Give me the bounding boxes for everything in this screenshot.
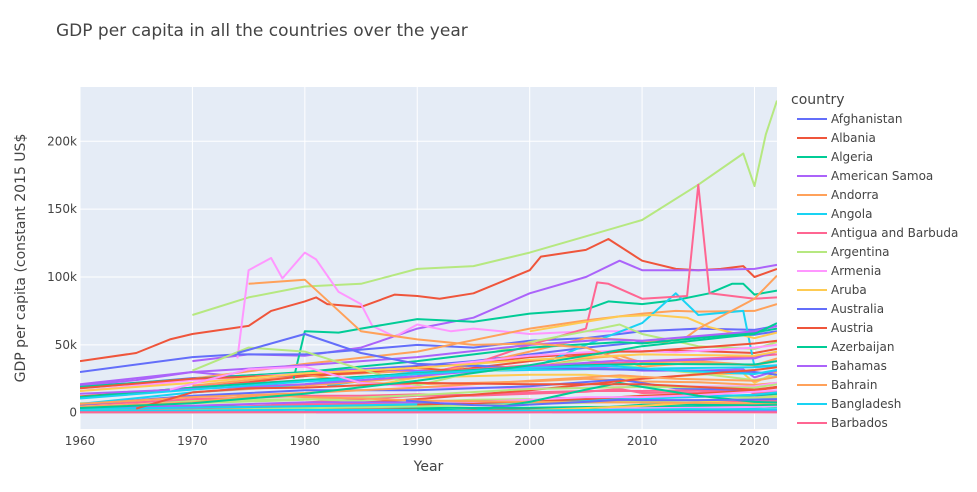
x-axis-title: Year — [413, 459, 444, 475]
legend-item[interactable]: Antigua and Barbuda — [797, 226, 958, 240]
series-line-singapore — [80, 322, 777, 409]
series-line-greece — [80, 378, 777, 406]
legend-item[interactable]: Angola — [797, 207, 872, 221]
x-tick-label: 2010 — [627, 434, 658, 448]
series-line-spain — [80, 374, 777, 405]
legend-item[interactable]: Andorra — [797, 188, 879, 202]
legend-item[interactable]: Albania — [797, 131, 876, 145]
series-line-portugal — [80, 383, 777, 409]
legend-label: Afghanistan — [831, 112, 902, 126]
y-axis-title: GDP per capita (constant 2015 US$ — [13, 134, 29, 383]
legend-label: Andorra — [831, 188, 879, 202]
series-line-canada — [80, 350, 777, 392]
series-line-nigeria — [80, 408, 777, 412]
legend-label: Albania — [831, 131, 876, 145]
series-lines — [80, 100, 777, 414]
legend-item[interactable]: Barbados — [797, 416, 888, 430]
chart-title: GDP per capita in all the countries over… — [56, 21, 468, 41]
y-tick-label: 50k — [55, 338, 77, 352]
x-tick-label: 1970 — [177, 434, 208, 448]
legend-label: Algeria — [831, 150, 873, 164]
y-tick-label: 0 — [69, 406, 77, 420]
legend-title: country — [791, 92, 845, 108]
legend-label: Barbados — [831, 416, 888, 430]
legend-item[interactable]: Afghanistan — [797, 112, 902, 126]
legend-item[interactable]: Australia — [797, 302, 884, 316]
legend-item[interactable]: Azerbaijan — [797, 340, 894, 354]
x-tick-label: 1960 — [65, 434, 96, 448]
legend-label: American Samoa — [831, 169, 933, 183]
series-line-qatar — [529, 314, 777, 340]
legend-item[interactable]: American Samoa — [797, 169, 933, 183]
y-tick-label: 100k — [47, 270, 77, 284]
legend-label: Azerbaijan — [831, 340, 894, 354]
legend-label: Antigua and Barbuda — [831, 226, 958, 240]
legend-item[interactable]: Bangladesh — [797, 397, 901, 411]
x-tick-label: 2000 — [514, 434, 545, 448]
series-line-bermuda — [192, 100, 777, 316]
x-tick-label: 2020 — [739, 434, 770, 448]
series-line-russia — [405, 398, 777, 407]
legend-label: Bahamas — [831, 359, 887, 373]
legend-label: Angola — [831, 207, 872, 221]
legend-item[interactable]: Argentina — [797, 245, 890, 259]
legend-label: Armenia — [831, 264, 881, 278]
legend-item[interactable]: Bahamas — [797, 359, 887, 373]
legend-item[interactable]: Algeria — [797, 150, 873, 164]
legend-label: Austria — [831, 321, 873, 335]
legend-label: Argentina — [831, 245, 890, 259]
legend-item[interactable]: Aruba — [797, 283, 867, 297]
series-line-denmark — [80, 324, 777, 386]
series-line-oman — [135, 381, 777, 410]
y-tick-label: 200k — [47, 134, 77, 148]
legend-label: Aruba — [831, 283, 867, 297]
x-tick-label: 1980 — [290, 434, 321, 448]
axis-ticks: 1960 1970 1980 1990 2000 2010 2020 0 50k 100k 150k… — [47, 134, 770, 448]
legend-item[interactable]: Austria — [797, 321, 873, 335]
series-line-gabon — [80, 394, 777, 408]
legend-label: Australia — [831, 302, 884, 316]
legend-label: Bangladesh — [831, 397, 901, 411]
x-tick-label: 1990 — [402, 434, 433, 448]
y-tick-label: 150k — [47, 202, 77, 216]
series-line-liechtenstein — [192, 259, 777, 363]
legend-item[interactable]: Bahrain — [797, 378, 877, 392]
legend-item[interactable]: Armenia — [797, 264, 881, 278]
legend-label: Bahrain — [831, 378, 877, 392]
series-line-luxembourg — [292, 282, 777, 380]
legend: country Afghanistan Albania Algeria America… — [791, 92, 958, 430]
